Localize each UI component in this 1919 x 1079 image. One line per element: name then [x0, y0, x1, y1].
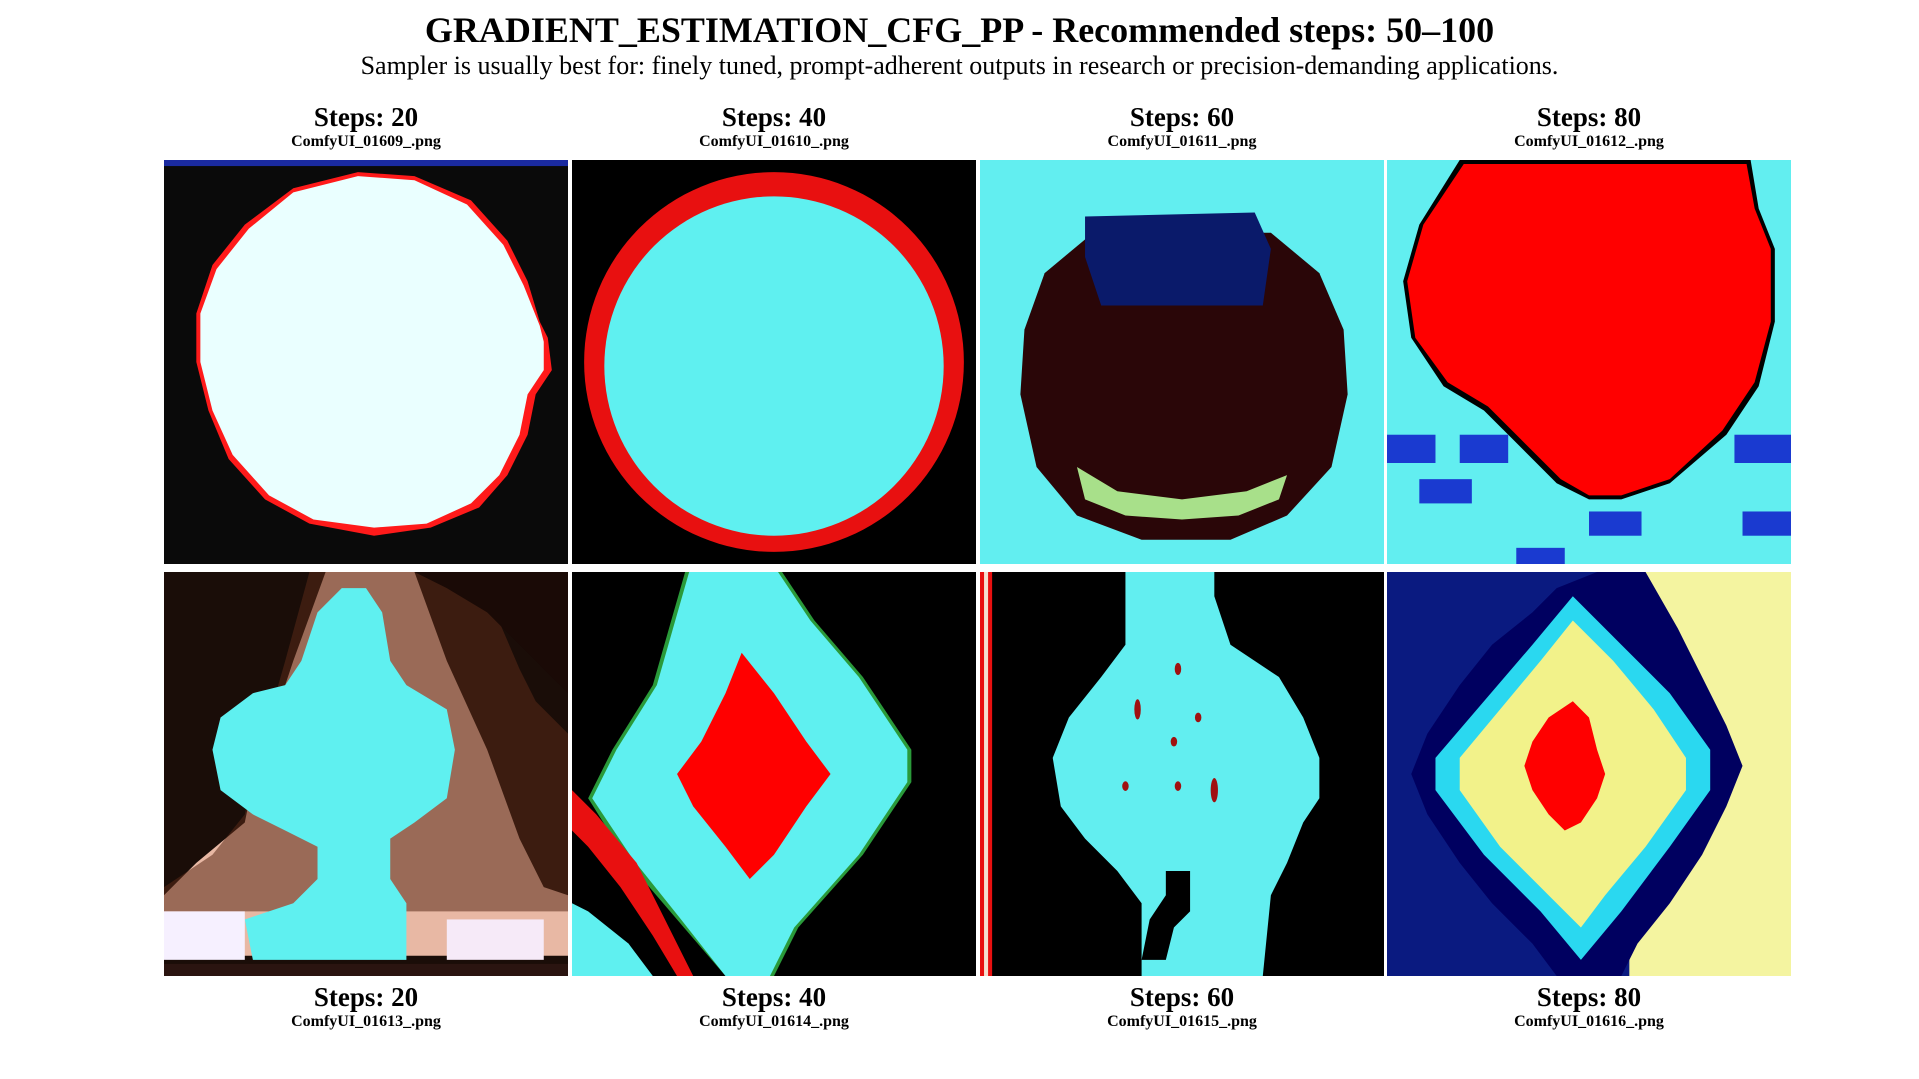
filename-label: ComfyUI_01612_.png [1387, 132, 1791, 152]
filename-label: ComfyUI_01610_.png [572, 132, 976, 152]
steps-label: Steps: 20 [164, 982, 568, 1012]
filename-label: ComfyUI_01614_.png [572, 1012, 976, 1032]
yellow-diamond-image [1387, 572, 1791, 976]
caption-top-2: Steps: 40 ComfyUI_01610_.png [572, 102, 976, 152]
image-tile-01612 [1387, 160, 1791, 564]
steps-label: Steps: 60 [980, 102, 1384, 132]
steps-label: Steps: 80 [1387, 102, 1791, 132]
caption-bottom-3: Steps: 60 ComfyUI_01615_.png [980, 982, 1384, 1032]
steps-label: Steps: 40 [572, 102, 976, 132]
image-tile-01616 [1387, 572, 1791, 976]
cyan-vase-image [980, 572, 1384, 976]
filename-label: ComfyUI_01609_.png [164, 132, 568, 152]
steps-label: Steps: 80 [1387, 982, 1791, 1012]
red-diamond-image [572, 572, 976, 976]
caption-bottom-4: Steps: 80 ComfyUI_01616_.png [1387, 982, 1791, 1032]
caption-bottom-2: Steps: 40 ComfyUI_01614_.png [572, 982, 976, 1032]
page-title: GRADIENT_ESTIMATION_CFG_PP - Recommended… [0, 8, 1919, 52]
filename-label: ComfyUI_01615_.png [980, 1012, 1384, 1032]
image-tile-01613 [164, 572, 568, 976]
image-tile-01614 [572, 572, 976, 976]
steps-label: Steps: 60 [980, 982, 1384, 1012]
red-blob-image [1387, 160, 1791, 564]
cyan-circle-image [572, 160, 976, 564]
white-circle-image [164, 160, 568, 564]
image-tile-01609 [164, 160, 568, 564]
page-subtitle: Sampler is usually best for: finely tune… [0, 50, 1919, 82]
steps-label: Steps: 40 [572, 982, 976, 1012]
caption-top-1: Steps: 20 ComfyUI_01609_.png [164, 102, 568, 152]
dark-ball-image [980, 160, 1384, 564]
caption-top-4: Steps: 80 ComfyUI_01612_.png [1387, 102, 1791, 152]
image-tile-01611 [980, 160, 1384, 564]
image-tile-01615 [980, 572, 1384, 976]
image-tile-01610 [572, 160, 976, 564]
filename-label: ComfyUI_01616_.png [1387, 1012, 1791, 1032]
filename-label: ComfyUI_01613_.png [164, 1012, 568, 1032]
caption-top-3: Steps: 60 ComfyUI_01611_.png [980, 102, 1384, 152]
steps-label: Steps: 20 [164, 102, 568, 132]
cyan-tree-image [164, 572, 568, 976]
filename-label: ComfyUI_01611_.png [980, 132, 1384, 152]
caption-bottom-1: Steps: 20 ComfyUI_01613_.png [164, 982, 568, 1032]
